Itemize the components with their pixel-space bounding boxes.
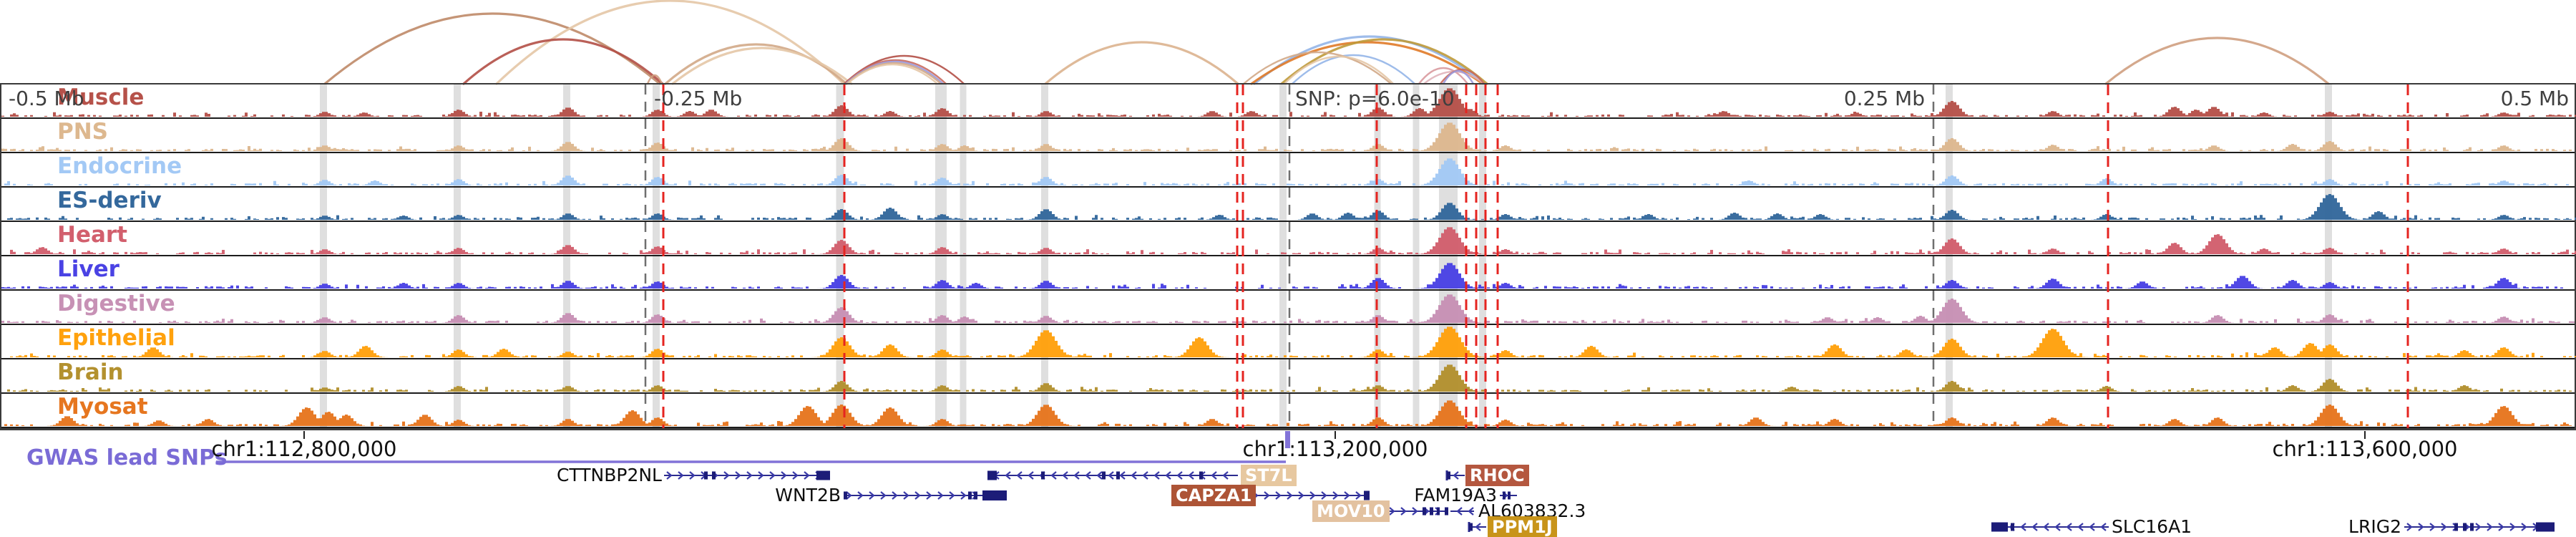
gene-al603832-3 (1450, 507, 1474, 516)
highlight-band (454, 84, 461, 428)
highlight-band (960, 84, 967, 428)
tracks-area: Muscle PNS Endocrine ES-deriv Heart Liver Dige… (0, 83, 2576, 428)
annotation-area: GWAS lead SNPs chr1:112,800,000 chr1:113… (0, 431, 2576, 537)
gene-track-layer (216, 431, 2555, 532)
gene-label-lrig2: LRIG2 (2348, 516, 2401, 537)
track-row-es-deriv: ES-deriv (1, 188, 2576, 222)
highlight-band (935, 84, 947, 428)
gene-capza1 (1239, 490, 1370, 500)
highlight-band (2325, 84, 2332, 428)
gene-label-cttnbp2nl: CTTNBP2NL (556, 465, 662, 485)
highlight-band (563, 84, 570, 428)
track-label-muscle: Muscle (57, 84, 145, 110)
coordinate-label-left: chr1:112,800,000 (211, 437, 397, 461)
gene-fam19a3 (1500, 491, 1517, 500)
highlight-band (320, 84, 327, 428)
signal-plot-epithelial (1, 326, 2576, 357)
gene-lrig2 (2404, 522, 2555, 532)
gene-st7l (987, 470, 1238, 480)
highlight-band (836, 84, 844, 428)
track-row-pns: PNS (1, 119, 2576, 153)
track-row-myosat: Myosat (1, 394, 2576, 428)
lead-snp-marker (1285, 431, 1290, 448)
gene-label-box-rhoc: RHOC (1465, 465, 1529, 486)
coordinate-label-center: chr1:113,200,000 (1242, 437, 1428, 461)
gene-label-box-st7l: ST7L (1241, 465, 1297, 486)
track-rows: Muscle PNS Endocrine ES-deriv Heart Liver Dige… (1, 84, 2576, 428)
track-row-endocrine: Endocrine (1, 153, 2576, 188)
interaction-arc (846, 63, 939, 85)
signal-plot-brain (1, 364, 2576, 392)
track-row-epithelial: Epithelial (1, 325, 2576, 359)
gene-cttnbp2nl (664, 470, 830, 480)
highlight-band (1413, 84, 1420, 428)
x-axis-line (0, 427, 2576, 430)
gene-label-box-capza1: CAPZA1 (1171, 485, 1257, 506)
gene-label-slc16a1: SLC16A1 (2112, 516, 2192, 537)
interaction-arc (1291, 54, 1416, 85)
signal-plot-myosat (1, 400, 2576, 426)
gene-wnt2b (844, 490, 1007, 500)
gene-label-box-mov10: MOV10 (1312, 500, 1390, 522)
gwas-lead-snps-label: GWAS lead SNPs (26, 445, 228, 470)
track-label-myosat: Myosat (57, 394, 148, 420)
highlight-band (1279, 84, 1287, 428)
snp-gridline-layer (644, 84, 2409, 428)
track-label-brain: Brain (57, 359, 124, 385)
interaction-arc (1283, 55, 1395, 85)
interaction-arcs-layer (323, 0, 2330, 85)
interaction-arc (646, 74, 663, 85)
interaction-arc (1439, 68, 1485, 85)
interaction-arc (664, 43, 848, 85)
axis-label-right: 0.5 Mb (2500, 87, 2569, 110)
axis-label-left: -0.5 Mb (9, 87, 84, 110)
track-label-digestive: Digestive (57, 291, 175, 316)
interaction-arc (2104, 37, 2330, 85)
gene-rhoc (1445, 470, 1465, 480)
track-row-muscle: Muscle (1, 84, 2576, 119)
interaction-arc (671, 47, 853, 85)
interaction-arc (495, 0, 845, 85)
track-label-liver: Liver (57, 256, 119, 282)
gene-ppm1j (1468, 522, 1486, 532)
interaction-arc (462, 38, 664, 85)
interaction-arc (1280, 38, 1488, 85)
track-label-pns: PNS (57, 119, 108, 145)
highlight-band (1946, 84, 1953, 428)
track-row-liver: Liver (1, 256, 2576, 291)
interaction-arc (1044, 41, 1239, 85)
track-row-heart: Heart (1, 222, 2576, 256)
track-label-epithelial: Epithelial (57, 325, 175, 351)
gene-label-fam19a3: FAM19A3 (1414, 485, 1497, 505)
gene-slc16a1 (1991, 522, 2109, 532)
track-row-brain: Brain (1, 359, 2576, 394)
highlight-band (1041, 84, 1048, 428)
highlight-band (1479, 84, 1486, 428)
interaction-arc (1250, 41, 1484, 85)
track-label-endocrine: Endocrine (57, 153, 182, 179)
interaction-arc (1442, 70, 1475, 85)
track-label-es-deriv: ES-deriv (57, 188, 162, 213)
signal-plot-es-deriv (1, 194, 2576, 220)
interaction-arc (1242, 51, 1392, 85)
highlight-band (653, 84, 660, 428)
interaction-arc (1418, 67, 1469, 85)
gene-label-box-ppm1j: PPM1J (1488, 516, 1557, 537)
gene-label-wnt2b: WNT2B (775, 485, 841, 505)
axis-label-q1: -0.25 Mb (654, 87, 743, 110)
track-label-heart: Heart (57, 222, 127, 248)
axis-label-q3: 0.25 Mb (1843, 87, 1925, 110)
track-row-digestive: Digestive (1, 291, 2576, 325)
coordinate-label-right: chr1:113,600,000 (2272, 437, 2458, 461)
snp-pvalue-label: SNP: p=6.0e-10 (1295, 87, 1455, 110)
